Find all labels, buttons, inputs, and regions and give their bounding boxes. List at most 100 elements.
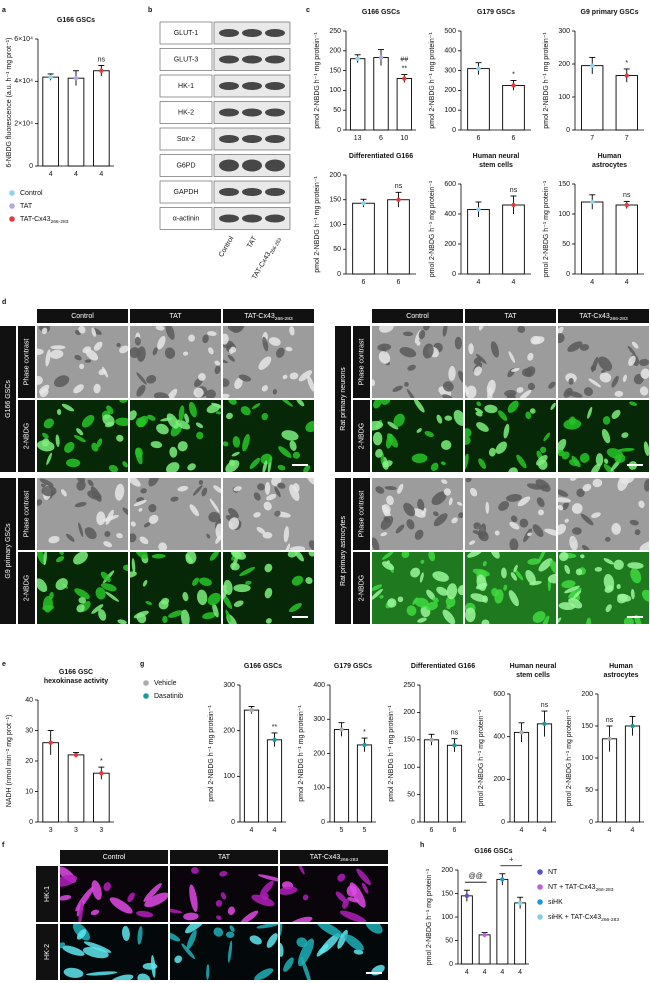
cell xyxy=(265,618,272,624)
cell xyxy=(283,957,294,972)
panel-letter: e xyxy=(2,661,6,668)
cell xyxy=(547,573,556,584)
cell xyxy=(155,326,165,331)
cell xyxy=(638,358,649,366)
cell xyxy=(73,552,88,565)
cell xyxy=(39,388,49,398)
cell xyxy=(158,542,168,550)
bar xyxy=(387,199,410,275)
micrograph xyxy=(223,326,314,398)
chart-title: G179 GSCs xyxy=(477,9,515,16)
cell xyxy=(568,378,574,385)
cell xyxy=(79,363,85,370)
cell xyxy=(432,571,449,582)
cell xyxy=(119,345,128,354)
cell xyxy=(184,413,190,424)
cell xyxy=(83,941,112,953)
chart-title: stem cells xyxy=(516,672,550,679)
cell xyxy=(187,463,196,471)
cell xyxy=(122,507,128,516)
cell xyxy=(81,414,95,428)
cell xyxy=(558,489,569,497)
micrograph xyxy=(372,478,463,550)
cell xyxy=(510,572,518,581)
mean-marker xyxy=(452,743,457,748)
micrograph xyxy=(37,400,128,472)
y-tick-label: 50 xyxy=(445,937,453,944)
significance-label: ns xyxy=(510,187,518,194)
cell xyxy=(201,487,208,497)
cell xyxy=(579,453,590,463)
cell xyxy=(501,567,507,579)
cell-label: 2-NBDG xyxy=(23,575,30,601)
cell xyxy=(294,552,304,562)
cell xyxy=(287,552,298,558)
cell xyxy=(256,924,278,929)
y-tick-label: 0 xyxy=(231,819,235,826)
cell xyxy=(142,962,158,970)
cell xyxy=(426,589,436,600)
cell xyxy=(344,934,364,951)
cell xyxy=(395,524,405,534)
cell xyxy=(347,897,360,903)
cell xyxy=(627,562,644,569)
micrograph xyxy=(558,326,649,398)
chart-title: Human xyxy=(598,153,622,160)
label-cell xyxy=(335,478,351,624)
cell xyxy=(518,389,532,398)
mean-marker xyxy=(517,900,523,906)
cell xyxy=(594,567,603,572)
cell xyxy=(603,558,614,565)
bar xyxy=(513,731,530,823)
cell xyxy=(206,403,221,414)
cell xyxy=(207,592,221,606)
cell xyxy=(519,518,529,528)
y-tick-label: 250 xyxy=(329,28,341,35)
cell xyxy=(445,596,456,608)
cell xyxy=(84,527,97,540)
cell xyxy=(558,333,565,344)
y-tick-label: 2×10⁴ xyxy=(14,121,33,128)
cell xyxy=(261,385,268,392)
micrograph xyxy=(372,552,463,624)
cell xyxy=(476,401,482,407)
lane-label: TAT xyxy=(246,235,259,250)
y-tick-label: 0 xyxy=(449,961,453,968)
micrograph xyxy=(558,478,649,550)
label-text: TAT-Cx43 xyxy=(244,313,275,320)
y-tick-label: 4×10⁴ xyxy=(14,78,33,85)
cell xyxy=(37,499,43,506)
cell xyxy=(134,336,141,346)
mean-marker xyxy=(429,737,434,742)
label-cell xyxy=(465,309,556,323)
blot-band xyxy=(242,214,262,223)
cell xyxy=(148,478,160,487)
cell xyxy=(138,508,143,512)
blot-band xyxy=(265,29,285,37)
micrograph xyxy=(465,552,556,624)
bar xyxy=(446,744,463,823)
cell xyxy=(422,343,434,359)
cell xyxy=(169,446,178,458)
x-tick-label: 4 xyxy=(465,969,469,976)
legend-marker xyxy=(537,869,543,875)
cell xyxy=(37,578,48,593)
cell xyxy=(611,409,621,419)
cell-label: Control xyxy=(406,313,429,320)
x-tick-label: 6 xyxy=(362,279,366,286)
chart-title: Human neural xyxy=(510,663,557,670)
cell xyxy=(601,428,611,444)
cell xyxy=(559,552,569,562)
cell xyxy=(78,597,87,604)
cell xyxy=(475,353,487,364)
y-tick-label: 400 xyxy=(313,682,325,689)
cell xyxy=(119,400,128,403)
cell xyxy=(280,886,298,895)
micrograph xyxy=(60,924,168,980)
micrograph xyxy=(130,552,221,624)
mean-marker xyxy=(590,63,595,68)
y-tick-label: 10 xyxy=(25,788,33,795)
cell xyxy=(181,943,196,959)
cell xyxy=(617,478,629,491)
cell xyxy=(145,601,153,606)
